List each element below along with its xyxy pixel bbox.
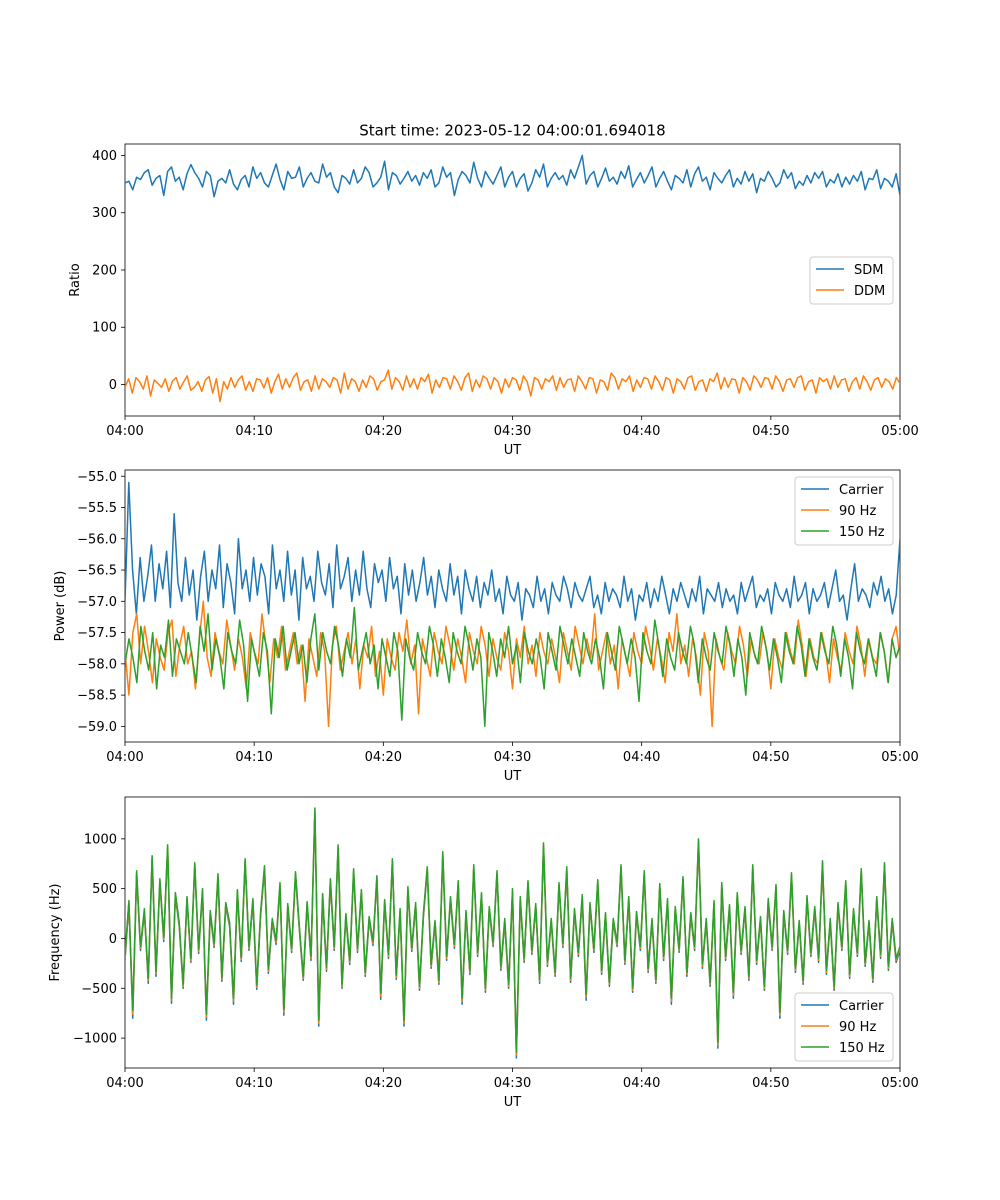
y-tick-label: −56.0 <box>77 532 117 547</box>
x-tick-label: 04:50 <box>752 1076 789 1091</box>
chart-3: 04:00 04:10 04:20 04:30 04:40 04:50 05:00 −1000… <box>48 796 919 1110</box>
y-tick-label: −57.5 <box>77 626 117 641</box>
y-tick-label: −500 <box>81 982 117 997</box>
y-tick-label: −57.0 <box>77 595 117 610</box>
y-tick-label: 500 <box>92 882 117 897</box>
x-tick-label: 04:30 <box>494 424 531 439</box>
x-tick-label: 04:50 <box>752 750 789 765</box>
y-tick-label: −1000 <box>73 1032 117 1047</box>
x-tick-label: 04:00 <box>106 750 143 765</box>
legend-label: SDM <box>854 263 883 278</box>
x-tick-label: 05:00 <box>881 1076 918 1091</box>
series-line-ddm <box>125 369 900 403</box>
x-tick-label: 04:50 <box>752 424 789 439</box>
legend-label: 90 Hz <box>839 1020 876 1035</box>
y-tick-label: −55.0 <box>77 470 117 485</box>
legend: Carrier 90 Hz 150 Hz <box>794 992 894 1062</box>
chart-2: 04:00 04:10 04:20 04:30 04:40 04:50 05:00 −59.0… <box>53 469 919 784</box>
series-line-150-hz <box>125 807 900 1053</box>
y-tick-label: −58.0 <box>77 657 117 672</box>
x-tick-label: 04:00 <box>106 1076 143 1091</box>
x-tick-label: 04:00 <box>106 424 143 439</box>
y-tick-label: −58.5 <box>77 689 117 704</box>
x-tick-label: 05:00 <box>881 750 918 765</box>
y-axis-label: Power (dB) <box>53 571 68 642</box>
x-tick-label: 04:30 <box>494 750 531 765</box>
x-tick-label: 04:20 <box>365 424 402 439</box>
x-tick-label: 04:20 <box>365 750 402 765</box>
x-tick-label: 04:30 <box>494 1076 531 1091</box>
series-line-150-hz <box>125 606 900 728</box>
y-tick-label: 300 <box>92 206 117 221</box>
x-tick-label: 04:10 <box>235 424 272 439</box>
legend-label: 90 Hz <box>839 504 876 519</box>
legend-label: 150 Hz <box>839 525 885 540</box>
x-tick-label: 04:40 <box>623 424 660 439</box>
axes-root: 04:00 04:10 04:20 04:30 04:40 04:50 05:00 0 100 2… <box>48 143 919 1110</box>
y-tick-label: −55.5 <box>77 501 117 516</box>
legend: SDM DDM <box>809 256 894 305</box>
y-tick-label: −59.0 <box>77 720 117 735</box>
legend-box <box>794 992 894 1062</box>
y-axis-label: Frequency (Hz) <box>48 883 63 981</box>
y-tick-label: −56.5 <box>77 564 117 579</box>
series-line-carrier <box>125 481 900 621</box>
y-tick-label: 200 <box>92 263 117 278</box>
legend-label: Carrier <box>839 483 884 498</box>
legend-label: DDM <box>854 284 885 299</box>
figure-title: Start time: 2023-05-12 04:00:01.694018 <box>359 122 665 140</box>
y-tick-label: 0 <box>109 378 117 393</box>
series-group <box>125 481 900 728</box>
x-tick-label: 04:10 <box>235 1076 272 1091</box>
chart-1: 04:00 04:10 04:20 04:30 04:40 04:50 05:00 0 100 2… <box>68 143 919 458</box>
series-group <box>125 154 900 403</box>
x-tick-label: 04:20 <box>365 1076 402 1091</box>
y-axis-label: Ratio <box>68 263 83 296</box>
x-axis-label: UT <box>504 769 522 784</box>
legend-label: Carrier <box>839 999 884 1014</box>
x-axis-label: UT <box>504 443 522 458</box>
x-tick-label: 05:00 <box>881 424 918 439</box>
x-tick-label: 04:40 <box>623 750 660 765</box>
legend-box <box>794 476 894 546</box>
x-axis-label: UT <box>504 1095 522 1110</box>
y-tick-label: 400 <box>92 149 117 164</box>
y-tick-label: 100 <box>92 321 117 336</box>
series-line-sdm <box>125 154 900 198</box>
y-tick-label: 0 <box>109 932 117 947</box>
x-tick-label: 04:10 <box>235 750 272 765</box>
series-group <box>125 807 900 1059</box>
x-tick-label: 04:40 <box>623 1076 660 1091</box>
y-tick-label: 1000 <box>84 832 117 847</box>
legend: Carrier 90 Hz 150 Hz <box>794 476 894 546</box>
legend-label: 150 Hz <box>839 1041 885 1056</box>
